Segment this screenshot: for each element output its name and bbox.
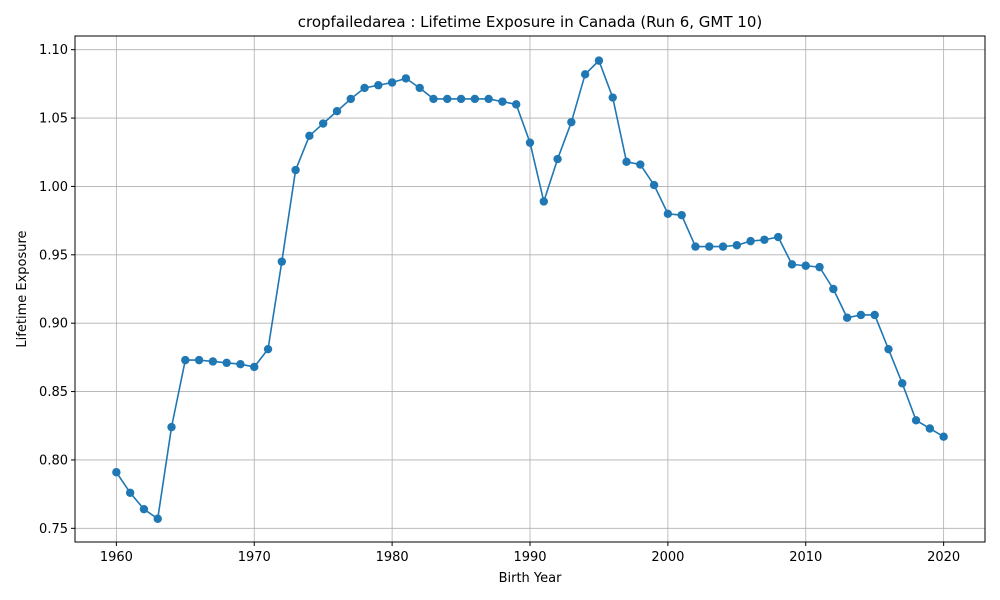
data-point [125,488,135,497]
data-point [553,154,562,164]
data-point [387,78,397,87]
data-point [470,94,480,104]
x-tick-label: 1960 [100,550,133,565]
data-point [649,180,659,190]
data-point [456,94,466,104]
data-point [539,197,548,206]
data-point [622,157,631,167]
data-point [112,468,121,477]
data-point [773,232,783,242]
data-point [512,100,521,109]
data-point [415,83,424,93]
x-tick-label: 1970 [238,550,271,565]
data-point [718,242,728,251]
data-point [484,94,493,104]
series [112,56,948,523]
data-point [842,313,852,322]
y-tick-label: 0.75 [39,522,68,537]
data-point [746,236,755,246]
data-point [925,424,935,433]
y-axis-label: Lifetime Exposure [15,230,30,347]
data-point [856,310,866,320]
data-point [636,160,645,169]
data-point [608,93,617,102]
data-point [222,358,231,368]
data-point [829,284,838,294]
ticks: 1960 1970 1980 1990 2000 2010 2020 0.75 0.80 0.85… [39,43,960,565]
data-point [153,514,162,523]
y-tick-label: 1.00 [39,180,68,195]
data-point [594,56,604,65]
data-point [567,117,576,127]
x-tick-label: 2010 [789,550,822,565]
data-point [346,94,355,104]
data-point [443,94,452,104]
data-point [525,138,535,147]
data-point [691,242,700,251]
data-point [250,362,259,372]
data-point [663,209,673,218]
data-point [580,70,590,79]
data-point [898,379,907,388]
x-tick-label: 1980 [376,550,409,565]
data-point [760,235,769,244]
data-point [498,97,507,106]
data-point [263,344,273,354]
data-point [277,257,287,266]
data-point [884,344,893,354]
data-point [911,416,921,425]
y-tick-label: 0.90 [39,317,68,332]
data-point [677,210,686,220]
x-axis-label: Birth Year [499,571,563,586]
data-point [318,119,328,128]
data-point [332,107,342,116]
data-point [236,360,245,369]
grid [75,36,985,542]
y-tick-label: 1.05 [39,112,68,127]
data-point [360,83,369,93]
data-point [305,131,314,141]
data-point [732,241,742,250]
data-point [208,357,218,366]
y-tick-label: 0.85 [39,385,68,400]
x-tick-label: 1990 [513,550,546,565]
data-point [801,261,810,270]
x-tick-label: 2000 [651,550,684,565]
data-point [787,260,797,269]
chart-title: cropfailedarea : Lifetime Exposure in Ca… [298,13,762,31]
data-point [374,81,383,90]
data-point [181,355,190,365]
y-tick-label: 0.95 [39,248,68,263]
y-tick-label: 0.80 [39,453,68,468]
y-tick-label: 1.10 [39,43,68,58]
data-point [139,504,149,514]
x-tick-label: 2020 [927,550,960,565]
data-point [291,165,300,175]
data-point [705,242,714,251]
data-point [401,74,411,83]
data-point [939,432,948,441]
data-point [194,355,204,365]
data-point [870,310,879,320]
data-point [429,94,438,104]
data-point [167,422,176,432]
data-point [815,262,824,272]
